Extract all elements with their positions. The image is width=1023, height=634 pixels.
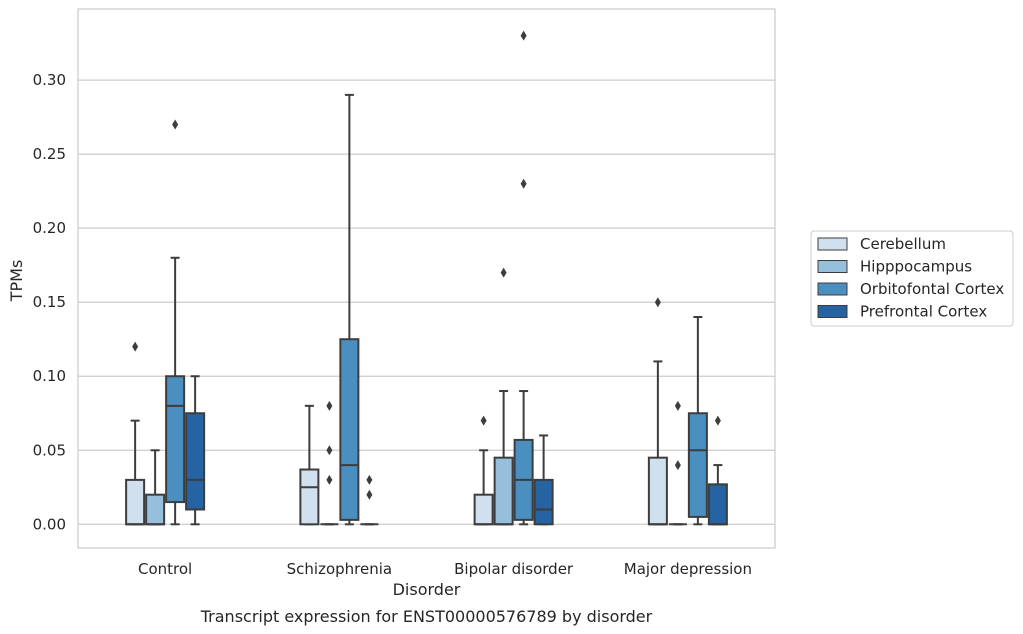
- legend-label: Prefrontal Cortex: [860, 303, 987, 321]
- box-prefrontal-cortex: [185, 375, 206, 526]
- legend-swatch: [817, 305, 848, 318]
- box-orbitofontal-cortex: [339, 93, 360, 526]
- y-tick-label: 0.00: [33, 515, 66, 533]
- outlier-point: [714, 415, 721, 426]
- box-body: [339, 338, 360, 521]
- x-axis-ticks: Control Schizophrenia Bipolar disorder Majo…: [138, 560, 752, 578]
- box-body: [299, 468, 320, 526]
- box-cerebellum: [125, 341, 146, 526]
- y-tick-label: 0.05: [33, 441, 66, 459]
- outlier-point: [366, 474, 373, 485]
- legend-swatch: [817, 237, 848, 251]
- box-body: [145, 493, 166, 526]
- legend: Cerebellum Hipppocampus Orbitofontal Corte…: [810, 230, 1014, 327]
- box-orbitofontal-cortex: [687, 316, 708, 526]
- legend-swatch: [817, 282, 848, 296]
- outlier-point: [500, 267, 507, 278]
- y-axis-ticks: 0.00 0.05 0.10 0.15 0.20 0.25 0.30: [33, 71, 66, 533]
- box-body: [647, 456, 668, 526]
- box-body: [473, 493, 494, 526]
- box-body: [687, 412, 708, 518]
- x-tick-label: Control: [138, 560, 192, 578]
- outlier-point: [520, 30, 527, 41]
- x-tick-label: Schizophrenia: [287, 560, 392, 578]
- outlier-point: [366, 489, 373, 500]
- legend-label: Hipppocampus: [860, 258, 972, 276]
- y-tick-label: 0.15: [33, 293, 66, 311]
- outlier-point: [654, 297, 661, 308]
- box-cerebellum: [647, 297, 668, 526]
- box-series-group: [125, 30, 728, 526]
- box-orbitofontal-cortex: [165, 119, 186, 526]
- legend-frame: [810, 230, 1014, 327]
- x-tick-label: Bipolar disorder: [454, 560, 574, 578]
- box-hipppocampus: [668, 400, 687, 526]
- y-axis-title: TPMs: [7, 260, 26, 303]
- y-tick-label: 0.30: [33, 71, 66, 89]
- box-cerebellum: [473, 415, 494, 526]
- box-body: [125, 478, 146, 526]
- legend-swatch: [817, 260, 848, 273]
- chart-caption: Transcript expression for ENST0000057678…: [200, 607, 653, 626]
- y-tick-label: 0.20: [33, 219, 66, 237]
- box-body: [165, 375, 186, 504]
- box-prefrontal-cortex: [360, 474, 379, 526]
- y-tick-label: 0.10: [33, 367, 66, 385]
- box-body: [707, 483, 728, 526]
- legend-label: Orbitofontal Cortex: [860, 280, 1004, 298]
- outlier-point: [674, 460, 681, 471]
- legend-label: Cerebellum: [860, 235, 946, 253]
- box-hipppocampus: [493, 267, 514, 526]
- outlier-point: [172, 119, 179, 130]
- outlier-point: [326, 445, 333, 456]
- box-body: [493, 456, 514, 526]
- box-body: [185, 412, 206, 511]
- outlier-point: [326, 474, 333, 485]
- outlier-point: [132, 341, 139, 352]
- x-tick-label: Major depression: [624, 560, 752, 578]
- outlier-point: [480, 415, 487, 426]
- box-hipppocampus: [320, 400, 339, 526]
- box-hipppocampus: [145, 449, 166, 526]
- box-cerebellum: [299, 404, 320, 526]
- outlier-point: [520, 178, 527, 189]
- x-axis-title: Disorder: [393, 580, 461, 599]
- outlier-point: [674, 400, 681, 411]
- plot-area-frame: [77, 8, 776, 549]
- box-prefrontal-cortex: [533, 434, 554, 526]
- box-body: [533, 478, 554, 526]
- box-orbitofontal-cortex: [513, 30, 534, 526]
- outlier-point: [326, 400, 333, 411]
- y-tick-label: 0.25: [33, 145, 66, 163]
- box-prefrontal-cortex: [707, 415, 728, 526]
